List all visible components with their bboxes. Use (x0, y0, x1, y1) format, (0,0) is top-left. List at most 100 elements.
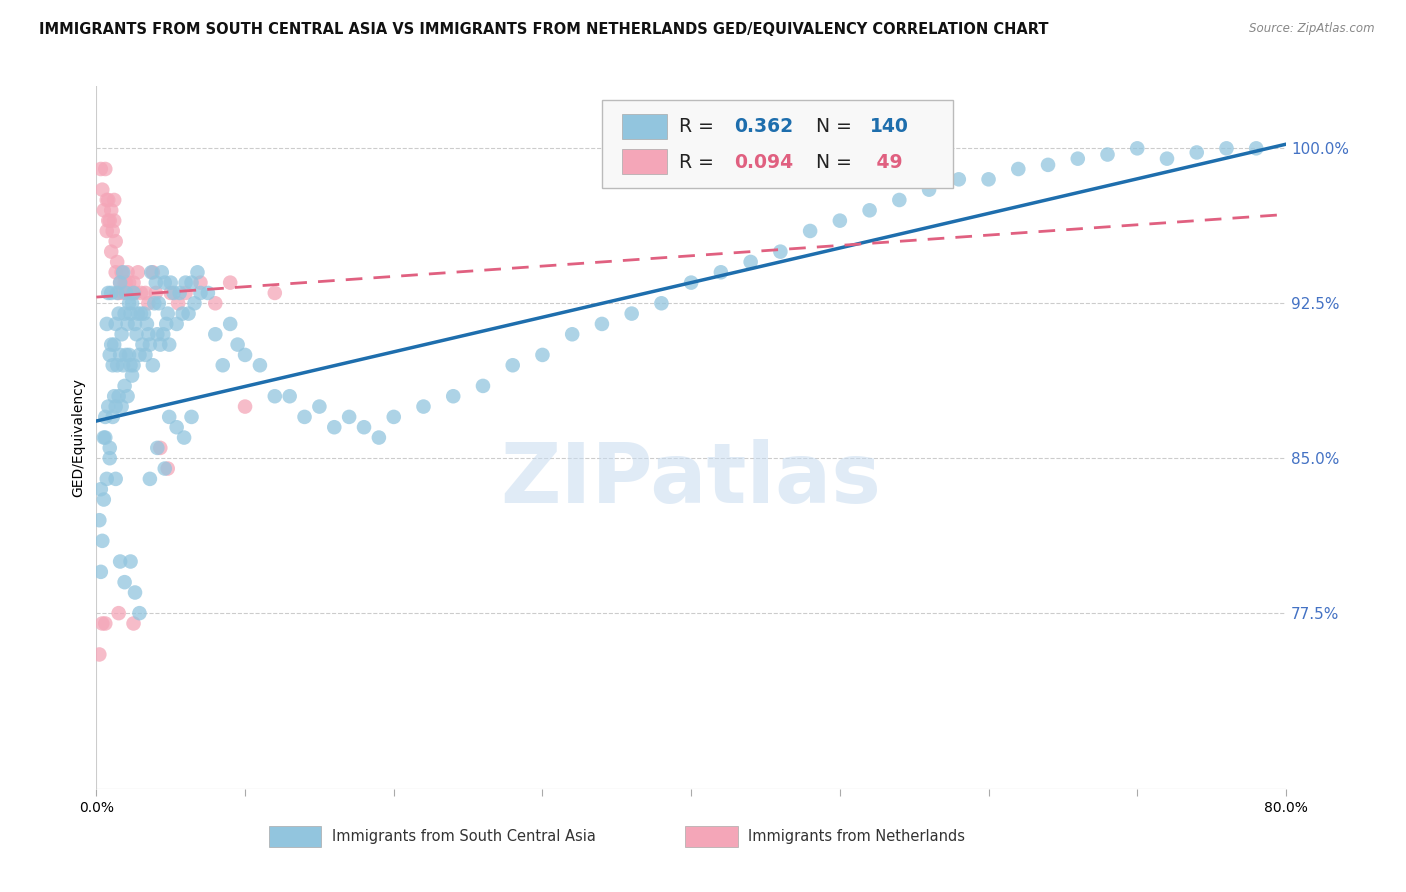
Point (263, 285, 285, 300)
Point (108, 348, 131, 362)
Point (103, 389, 125, 403)
Point (591, 317, 613, 331)
Point (122, 358, 145, 372)
Y-axis label: GED/Equivalency: GED/Equivalency (72, 378, 86, 497)
Point (157, 337, 180, 351)
Point (121, 296, 143, 310)
Point (105, 255, 128, 269)
Point (153, 461, 176, 475)
Point (177, 307, 200, 321)
Point (163, 285, 186, 300)
Point (91, 533, 114, 548)
Point (650, 296, 672, 310)
Point (115, 276, 138, 290)
Point (441, 389, 464, 403)
Point (120, 307, 142, 321)
Point (120, 554, 142, 568)
Point (149, 337, 172, 351)
Text: 140: 140 (869, 117, 908, 136)
Text: 0.362: 0.362 (734, 117, 793, 136)
Point (134, 348, 156, 362)
Point (367, 431, 389, 445)
Point (114, 379, 136, 393)
Point (103, 213, 125, 227)
Point (204, 296, 226, 310)
Point (174, 285, 197, 300)
Point (138, 296, 160, 310)
Point (125, 327, 148, 342)
Point (108, 554, 131, 568)
Point (124, 285, 146, 300)
Point (94, 409, 117, 424)
Point (104, 317, 127, 331)
Point (159, 276, 181, 290)
Point (159, 285, 181, 300)
Point (107, 389, 129, 403)
Point (104, 265, 127, 279)
Point (918, 183, 941, 197)
Point (146, 441, 169, 455)
Point (155, 317, 177, 331)
Point (96, 224, 118, 238)
Point (169, 285, 191, 300)
Point (180, 409, 202, 424)
Point (90, 565, 112, 579)
Point (93, 492, 115, 507)
Point (219, 317, 242, 331)
Point (100, 203, 122, 218)
Text: R =: R = (679, 153, 720, 172)
Point (561, 327, 583, 342)
Point (134, 285, 156, 300)
Point (143, 296, 166, 310)
Point (101, 358, 124, 372)
Point (977, 172, 1000, 186)
Point (197, 285, 219, 300)
Point (124, 317, 146, 331)
Point (121, 368, 143, 383)
Point (118, 348, 141, 362)
Point (98, 213, 121, 227)
Point (166, 317, 188, 331)
FancyBboxPatch shape (623, 149, 668, 174)
Point (98, 441, 121, 455)
Point (89, 648, 111, 662)
Point (502, 358, 524, 372)
Point (1244, 141, 1267, 155)
Point (135, 317, 157, 331)
Point (112, 265, 135, 279)
Point (114, 276, 136, 290)
FancyBboxPatch shape (602, 101, 953, 188)
Point (90, 482, 112, 496)
Point (94, 161, 117, 176)
Point (98, 348, 121, 362)
Text: 0.094: 0.094 (734, 153, 793, 172)
Text: N =: N = (815, 117, 858, 136)
Point (149, 441, 172, 455)
Point (294, 409, 316, 424)
Point (620, 307, 643, 321)
Point (138, 327, 160, 342)
Point (108, 276, 131, 290)
Point (96, 472, 118, 486)
FancyBboxPatch shape (685, 826, 738, 847)
Point (97, 400, 120, 414)
Point (146, 327, 169, 342)
Point (111, 327, 134, 342)
Point (166, 420, 188, 434)
Point (219, 276, 242, 290)
Point (740, 255, 762, 269)
FancyBboxPatch shape (269, 826, 321, 847)
Point (101, 224, 124, 238)
Point (156, 307, 179, 321)
Point (96, 193, 118, 207)
Point (323, 420, 346, 434)
Point (90, 161, 112, 176)
Point (858, 203, 880, 218)
Point (353, 420, 375, 434)
Text: 49: 49 (869, 153, 903, 172)
Point (263, 389, 285, 403)
Point (337, 409, 360, 424)
Point (769, 244, 792, 259)
Text: Source: ZipAtlas.com: Source: ZipAtlas.com (1250, 22, 1375, 36)
Point (91, 616, 114, 631)
